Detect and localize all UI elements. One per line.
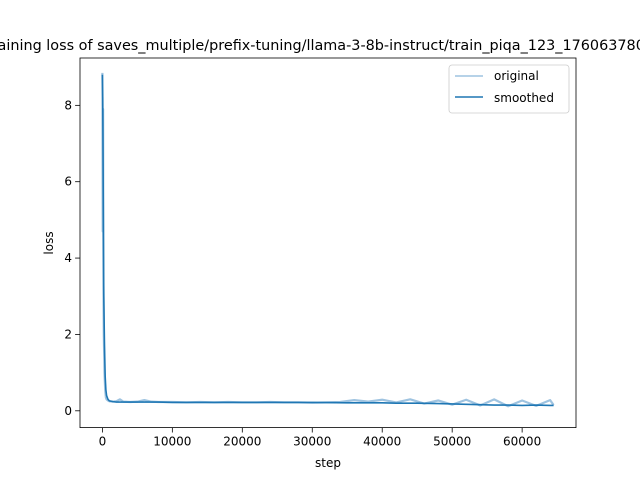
axes-frame <box>79 57 577 429</box>
x-tick-label: 30000 <box>293 435 331 449</box>
legend: original smoothed <box>448 64 570 114</box>
legend-label-original: original <box>494 69 539 83</box>
y-tick-label: 6 <box>64 175 72 189</box>
legend-label-smoothed: smoothed <box>494 91 554 105</box>
y-tick-label: 4 <box>64 251 72 265</box>
x-axis-ticks: 0 10000 20000 30000 40000 50000 60000 <box>99 427 541 449</box>
x-tick-label: 60000 <box>503 435 541 449</box>
y-axis-ticks: 0 2 4 6 8 <box>64 98 80 418</box>
x-axis-label: step <box>315 456 341 470</box>
y-axis-label: loss <box>42 231 56 254</box>
legend-box <box>448 64 570 114</box>
y-tick-label: 0 <box>64 404 72 418</box>
chart-title: training loss of saves_multiple/prefix-t… <box>0 38 640 54</box>
axes-background <box>80 58 576 428</box>
x-tick-label: 50000 <box>433 435 471 449</box>
x-tick-label: 10000 <box>153 435 191 449</box>
plot-area <box>79 57 577 429</box>
series-line-smoothed <box>101 74 554 407</box>
series-layer <box>101 72 555 408</box>
y-tick-label: 2 <box>64 327 72 341</box>
x-tick-label: 20000 <box>223 435 261 449</box>
y-tick-label: 8 <box>64 98 72 112</box>
x-tick-label: 0 <box>99 435 107 449</box>
x-tick-label: 40000 <box>363 435 401 449</box>
